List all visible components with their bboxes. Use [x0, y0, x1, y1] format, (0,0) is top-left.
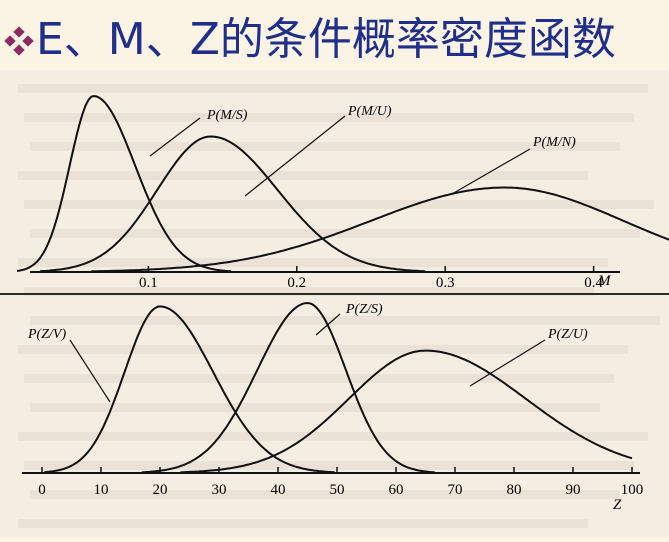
density-figure: 0.1 0.2 0.3 0.4 M P(M/S) P(M/U) P(M/N) 0 10 2…	[0, 70, 669, 537]
bleed-through-line	[30, 490, 620, 499]
scan-background	[0, 70, 669, 537]
z-axis-label: Z	[613, 497, 622, 513]
slide-title: E、M、Z的条件概率密度函数	[0, 6, 669, 66]
leader-line-pms	[149, 117, 201, 157]
label-pzs: P(Z/S)	[345, 302, 383, 317]
curve-m-2	[91, 186, 669, 273]
leader-line-pzu	[469, 339, 546, 387]
bleed-through-line	[18, 345, 628, 354]
bleed-through-line	[18, 171, 588, 180]
leader-line-pzs	[315, 313, 341, 336]
tick-label: 0.1	[139, 275, 158, 291]
bleed-through-text	[18, 84, 660, 528]
tick-label: 80	[507, 482, 522, 498]
bleed-through-line	[24, 200, 654, 209]
bleed-through-line	[18, 519, 588, 528]
label-pmu: P(M/U)	[347, 104, 392, 119]
label-pmn: P(M/N)	[532, 135, 576, 150]
m-axis-label: M	[597, 273, 612, 289]
tick-label: 0.4	[584, 275, 603, 291]
bleed-through-line	[18, 432, 648, 441]
tick-label: 30	[212, 482, 227, 498]
bottom-panel: 0 10 20 30 40 50 60 70 80 90 100 Z P(Z/V) P(Z/S) P…	[22, 301, 644, 513]
leader-line-pmn	[451, 148, 531, 195]
curve-z-2	[180, 349, 633, 474]
tick-label: 0.2	[287, 275, 306, 291]
page-title: E、M、Z的条件概率密度函数	[36, 14, 616, 65]
tick-label: 50	[330, 482, 345, 498]
leader-line-pzv	[69, 339, 111, 403]
label-pzv: P(Z/V)	[27, 327, 66, 342]
top-panel: 0.1 0.2 0.3 0.4 M P(M/S) P(M/U) P(M/N)	[0, 94, 669, 295]
tick-label: 20	[153, 482, 168, 498]
tick-label: 60	[389, 482, 404, 498]
curve-z-0	[44, 305, 335, 474]
leader-line-pmu	[244, 115, 346, 197]
label-pzu: P(Z/U)	[547, 327, 588, 342]
tick-label: 70	[448, 482, 463, 498]
bleed-through-line	[24, 287, 594, 296]
tick-label: 0.3	[436, 275, 455, 291]
bleed-through-line	[18, 258, 608, 267]
curve-z-1	[141, 301, 435, 474]
label-pms: P(M/S)	[206, 108, 248, 123]
diamond-bullet-icon	[4, 26, 34, 56]
density-plot: 0.1 0.2 0.3 0.4 M P(M/S) P(M/U) P(M/N) 0 10 2…	[0, 70, 669, 537]
bleed-through-line	[30, 403, 600, 412]
curve-m-0	[16, 94, 232, 273]
curve-m-1	[39, 135, 426, 273]
tick-label: 100	[621, 482, 644, 498]
tick-label: 40	[271, 482, 286, 498]
bleed-through-line	[24, 461, 634, 470]
tick-label: 10	[94, 482, 109, 498]
bleed-through-line	[18, 84, 648, 93]
bleed-through-line	[30, 316, 660, 325]
bleed-through-line	[24, 113, 634, 122]
bleed-through-line	[30, 142, 620, 151]
tick-label: 90	[566, 482, 581, 498]
bleed-through-line	[24, 374, 614, 383]
tick-label: 0	[38, 482, 46, 498]
